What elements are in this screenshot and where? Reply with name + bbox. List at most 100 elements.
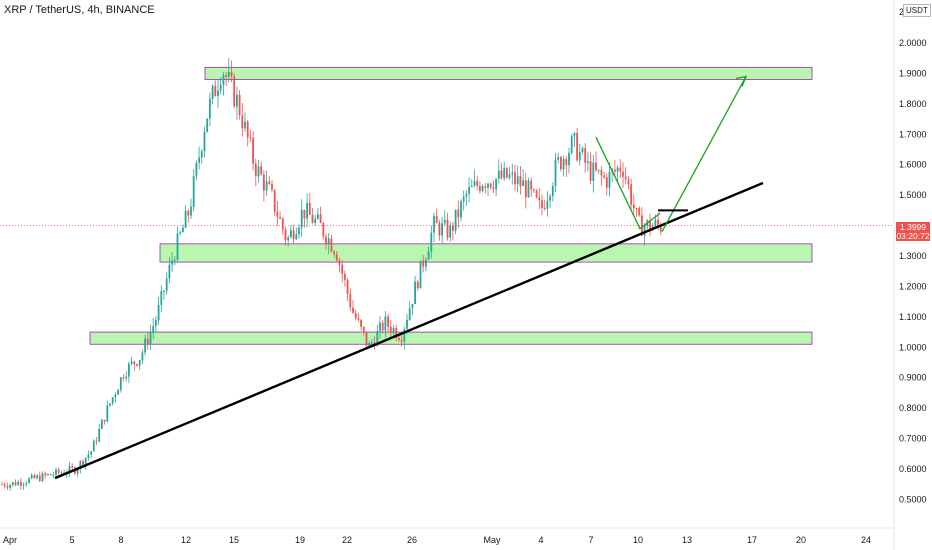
candle-body [506,167,508,178]
price-axis[interactable]: 2.00001.90001.80001.70001.60001.50001.40… [893,0,927,550]
candle-body [511,172,514,175]
candle-body [371,342,373,344]
zone-rect[interactable] [204,66,813,80]
candle-body [384,316,387,331]
candle-body [168,264,171,279]
candle-body [360,319,362,327]
candle-body [192,176,195,207]
candle-body [430,232,433,252]
candle-body [222,75,225,85]
support-resistance-zones[interactable] [89,66,813,345]
candle-body [624,176,627,180]
candle-body [276,211,279,217]
candle-body [427,251,430,260]
candle-body [141,352,144,360]
candle-body [543,207,546,209]
candle-body [79,461,82,469]
candle-body [581,148,584,153]
candle-body [365,332,368,346]
candle-body [111,397,114,404]
candle-body [292,230,295,240]
time-tick-label: 12 [181,535,191,545]
price-tick-label: 0.5000 [899,494,927,504]
zone-rect[interactable] [89,331,813,345]
candle-body [33,474,36,479]
time-tick-label: 17 [747,535,757,545]
arrow-head-icon [735,75,748,87]
candle-body [136,364,138,366]
time-axis[interactable]: Apr 5 8 12 15 19 22 26 May 4 7 10 13 17 20 24 [0,527,894,545]
candle-body [578,152,581,161]
candle-body [219,84,222,91]
projection-arrow-line[interactable] [661,76,747,232]
candle-body [527,180,530,198]
candle-body [260,166,263,175]
candle-body [473,180,476,186]
candle-body [265,181,268,191]
candle-body [179,232,182,234]
time-tick-label: 4 [538,535,543,545]
candle-body [541,200,543,208]
candle-body [638,207,641,216]
candle-body [597,169,600,171]
candle-body [233,76,236,107]
candle-body [281,218,284,230]
price-tick-label: 1.5000 [899,190,927,200]
candle-body [551,186,554,197]
candle-body [55,469,57,475]
candle-body [106,405,109,422]
candle-body [52,474,55,476]
drawings-layer[interactable] [54,75,764,480]
candle-body [565,158,568,166]
candle-body [214,85,217,97]
trendline[interactable] [54,181,764,480]
zone-rect[interactable] [159,243,813,263]
candle-body [119,377,122,390]
candle-body [71,466,74,468]
candle-body [425,259,427,267]
candle-body [190,206,192,216]
price-unit-label[interactable]: USDT [903,4,931,17]
candle-body [130,361,133,364]
candle-body [608,171,611,188]
candle-body [503,167,506,179]
candle-body [568,152,570,166]
price-tick-label: 1.0000 [899,342,927,352]
candle-body [241,115,244,129]
candle-body [263,174,265,191]
candle-body [98,428,101,442]
candle-body [163,290,165,292]
candle-body [327,238,330,245]
candle-body [335,254,338,261]
candle-body [325,236,327,245]
candle-body [346,279,349,294]
candle-body [109,403,111,406]
candle-body [203,131,206,151]
candle-body [589,161,592,181]
price-tick-label: 1.8000 [899,99,927,109]
candle-body [587,161,589,163]
candle-body [187,210,190,216]
symbol-title: XRP / TetherUS, 4h, BINANCE [4,4,155,16]
candle-body [6,486,9,488]
candle-body [84,457,87,465]
candle-body [95,440,98,442]
candle-body [146,338,149,345]
price-tick-label: 0.7000 [899,434,927,444]
candle-body [3,484,6,487]
candle-body [549,196,551,201]
candle-body [198,157,200,163]
candle-body [176,233,179,260]
candle-body [184,210,187,228]
time-tick-label: 15 [229,535,239,545]
candle-body [595,162,597,171]
price-tick-label: 1.2000 [899,281,927,291]
candle-body [152,326,155,332]
candle-body [605,177,608,188]
candle-body [319,214,322,224]
candle-body [592,162,595,181]
candle-body [562,158,565,170]
candle-body [535,190,538,198]
candle-body [524,180,527,198]
